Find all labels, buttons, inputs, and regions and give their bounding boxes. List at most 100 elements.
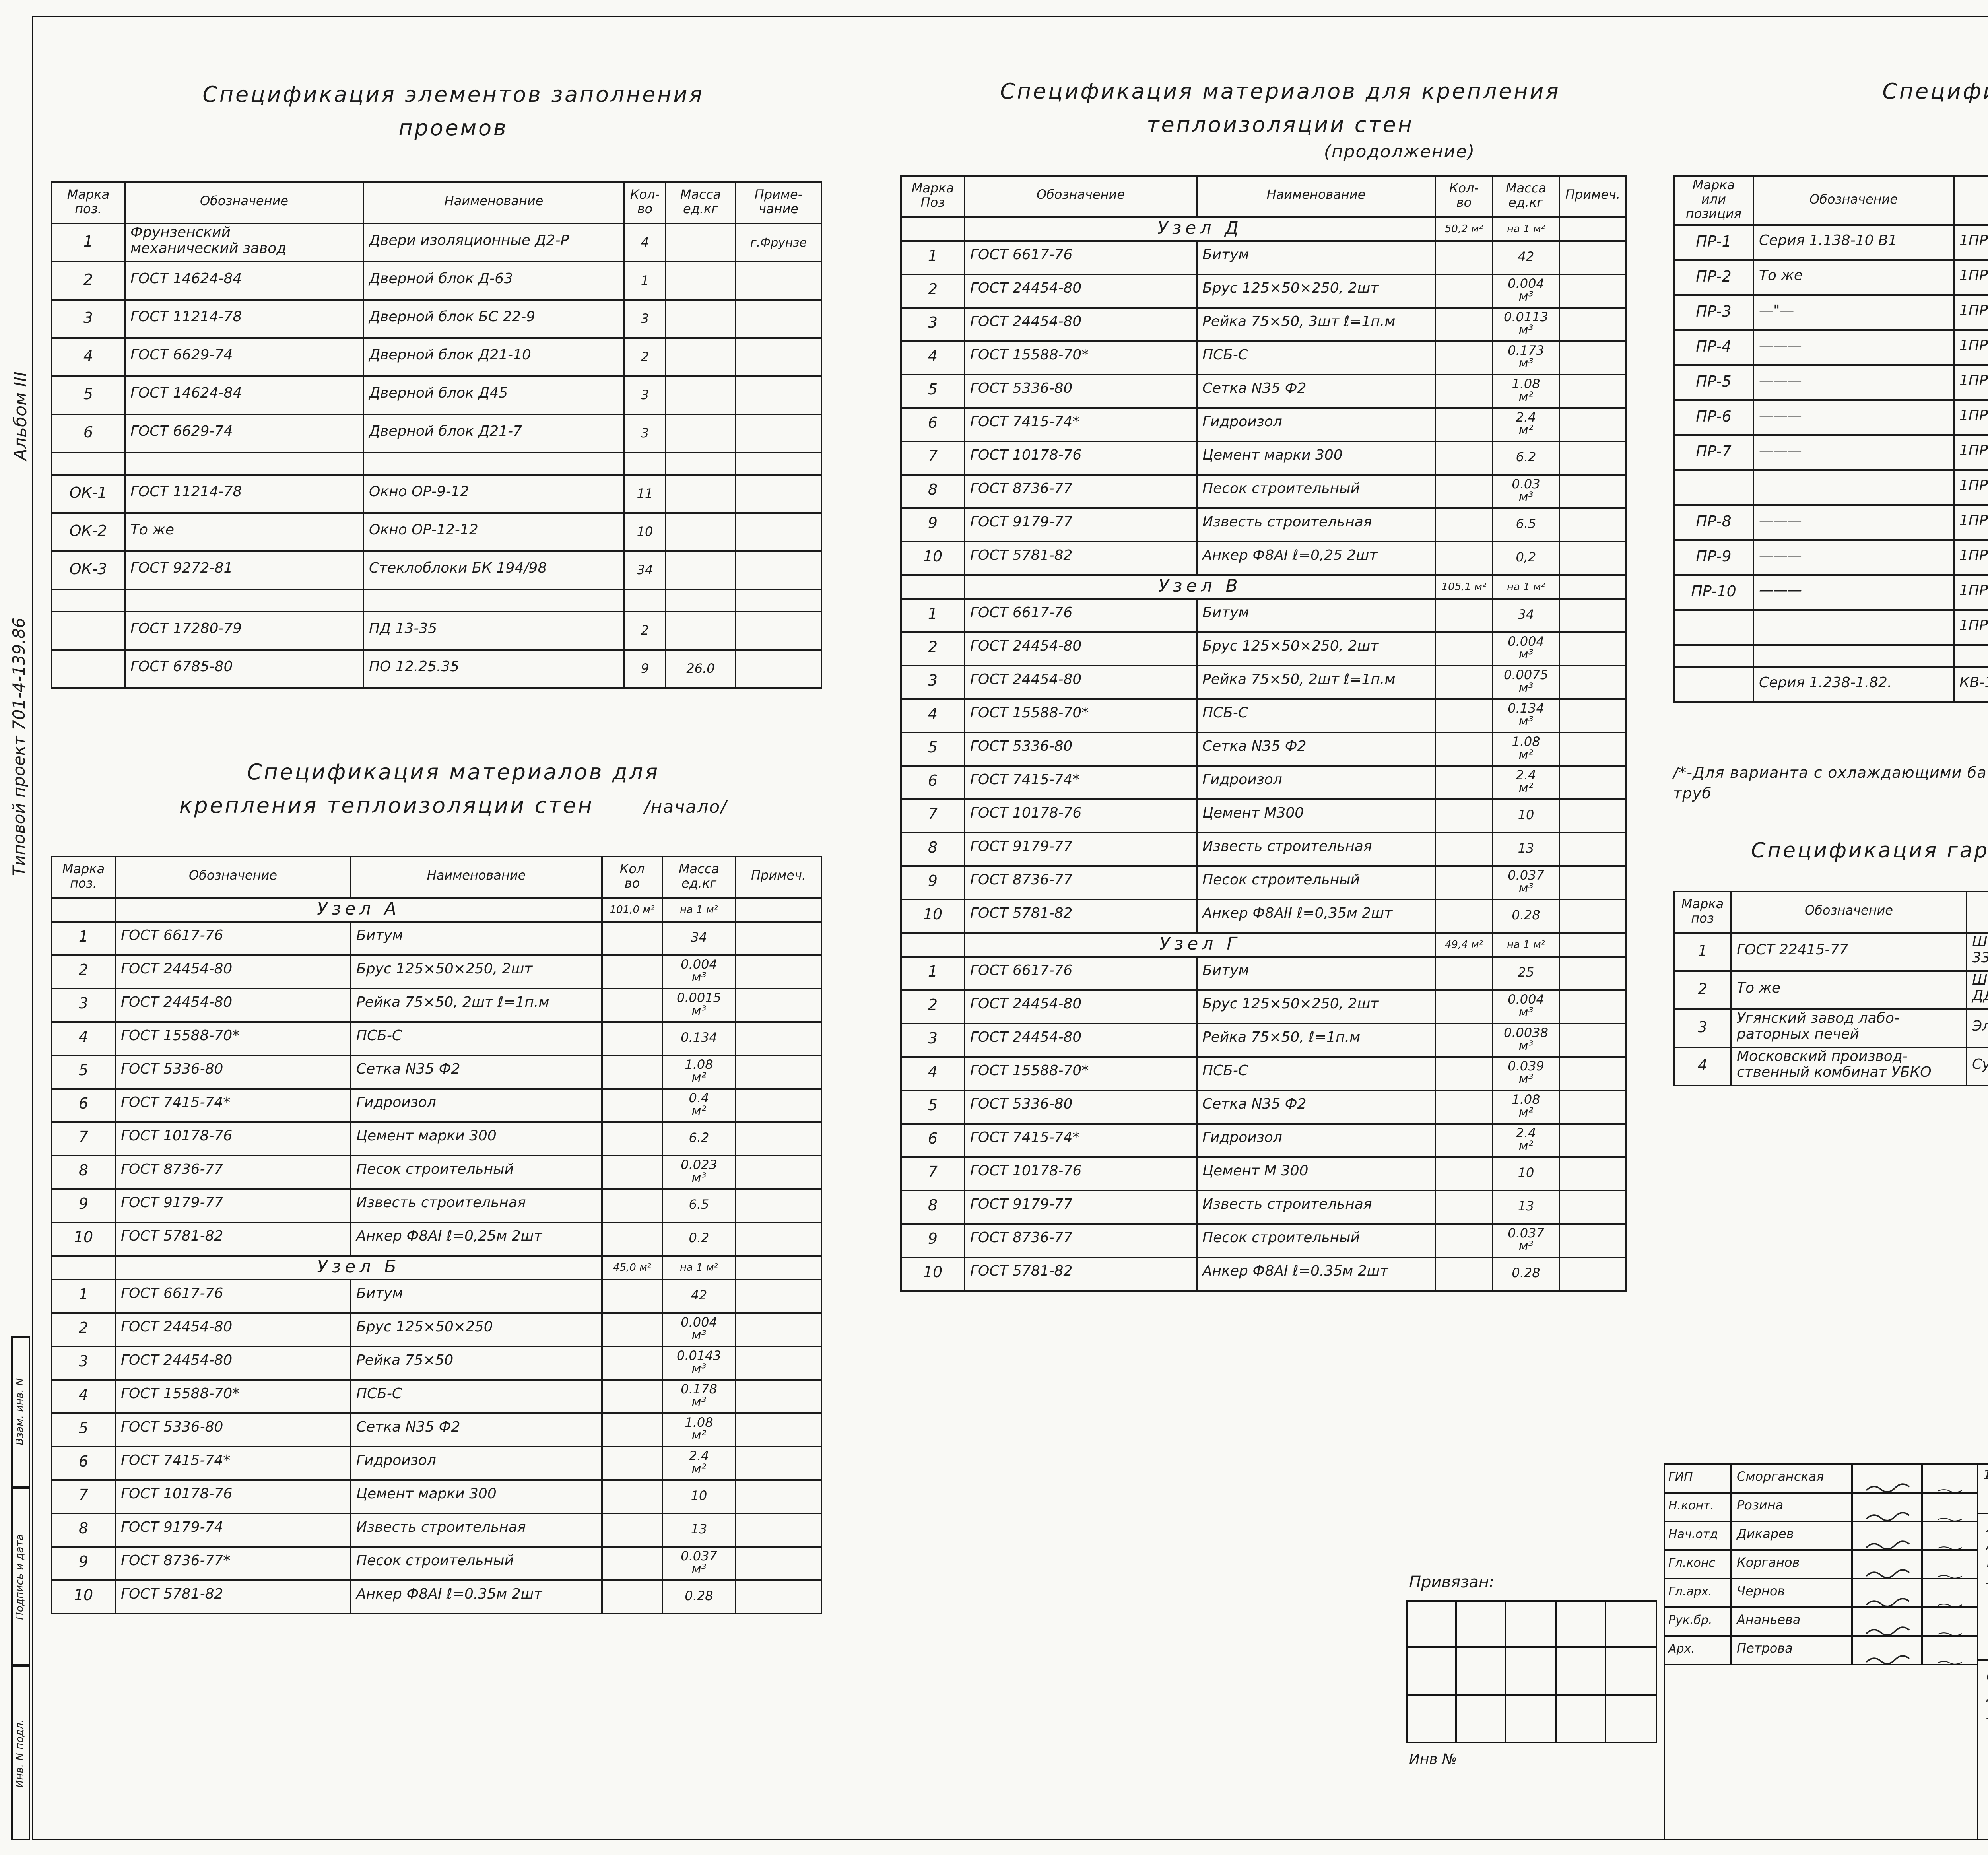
table-cell: Шкаф деревянный ДД 33.2: [1966, 932, 1988, 972]
table-cell: 4: [51, 1021, 116, 1056]
section-row: Узел Г 49,4 м² на 1 м²: [900, 932, 1627, 958]
table-row: 6 ГОСТ 7415-74* Гидроизол 2.4 м²: [900, 1123, 1627, 1158]
table-cell: 13: [662, 1513, 736, 1548]
table-cell: [735, 1479, 822, 1514]
table-cell: [601, 1379, 663, 1414]
table-cell: Дверной блок Д21-10: [363, 337, 625, 377]
table-cell: ГОСТ 6617-76: [115, 1279, 351, 1314]
table-cell: 13: [1492, 1190, 1560, 1225]
table-cell: 1: [900, 240, 965, 275]
table-cell: 0.004 м³: [1492, 274, 1560, 309]
table-cell: 10: [623, 512, 666, 552]
table-cell: [601, 1312, 663, 1347]
table-row: 2 ГОСТ 24454-80 Брус 125×50×250, 2шт 0.004 …: [900, 631, 1627, 666]
title-block-staff: ГИП Сморганская Н.конт. Розина Нач.отд Д…: [1665, 1465, 1978, 1839]
table-cell: Гидроизол: [350, 1446, 603, 1481]
table-cell: 1.08 м²: [1492, 1090, 1560, 1125]
table-cell: [1753, 645, 1955, 669]
table-cell: ГОСТ 24454-80: [115, 1346, 351, 1381]
table-cell: 6: [51, 1088, 116, 1123]
signature-scribble: [1853, 1637, 1923, 1664]
margin-box-vzam: [11, 1336, 30, 1487]
signature-date: [1923, 1608, 1977, 1635]
table-cell: Рейка 75×50, 3шт ℓ=1п.м: [1196, 307, 1436, 342]
table-cell: 4: [900, 698, 965, 733]
table-cell: ГОСТ 14624-84: [124, 375, 364, 415]
signature-date: [1923, 1637, 1977, 1664]
table-cell: на 1 м²: [662, 897, 736, 923]
titleblock-mid: Холодильник емкостью 400т /с вариантом о…: [1978, 1514, 1988, 1839]
table-cell: [601, 1121, 663, 1156]
table-cell: [735, 550, 822, 590]
table-cell: [51, 649, 126, 689]
table-cell: [900, 574, 965, 600]
column-header: Обозначение: [1730, 891, 1967, 934]
table-cell: 1: [900, 598, 965, 633]
table-cell: [1559, 1090, 1627, 1125]
table-cell: 0.037 м³: [1492, 865, 1560, 900]
table-row: 4 ГОСТ 15588-70* ПСБ-С 0.134 м³: [900, 698, 1627, 733]
table-cell: ГОСТ 17280-79: [124, 611, 364, 651]
header-row: Марка Поз Обозначение Наименование Кол- во М…: [900, 175, 1627, 218]
table-cell: 0.173 м³: [1492, 340, 1560, 375]
table-cell: [623, 452, 666, 476]
table-cell: ГОСТ 6785-80: [124, 649, 364, 689]
table-cell: [665, 375, 736, 415]
table-cell: Известь строительная: [1196, 1190, 1436, 1225]
table-cell: [1435, 474, 1493, 509]
table-cell: [900, 216, 965, 242]
table-cell: Московский производ- ственный комбинат У…: [1730, 1047, 1967, 1086]
table-cell: 0,2: [1492, 541, 1560, 576]
table-row: 2То жеШкаф деревянный ДД33.23со скамьей: [1673, 970, 1988, 1010]
table-cell: [1435, 665, 1493, 700]
table-cell: ГОСТ 6629-74: [124, 337, 364, 377]
section-row: Узел Б 45,0 м² на 1 м²: [51, 1255, 822, 1280]
table-cell: 11: [623, 474, 666, 514]
spec-insulation-start-title: Спецификация материалов для крепления те…: [95, 757, 811, 824]
table-row: 4 Московский производ- ственный комбинат …: [1673, 1047, 1988, 1086]
signature-scribble: [1853, 1522, 1923, 1549]
title-note: /начало/: [644, 796, 728, 818]
column-header: Наименование: [1196, 175, 1436, 218]
table-cell: [601, 1279, 663, 1314]
table-row: 6 ГОСТ 7415-74* Гидроизол 2.4 м²: [900, 765, 1627, 800]
column-header: Наименование: [1953, 175, 1988, 227]
table-cell: Рейка 75×50: [350, 1346, 603, 1381]
table-cell: 3: [51, 299, 126, 339]
signature-scribble: [1853, 1551, 1923, 1578]
table-row: 4 ГОСТ 15588-70* ПСБ-С 0.178 м³: [51, 1379, 822, 1414]
staff-role: Гл.арх.: [1665, 1579, 1732, 1606]
signature-scribble: [1853, 1465, 1923, 1492]
table-cell: 2.4 м²: [1492, 407, 1560, 442]
table-cell: ГОСТ 5781-82: [964, 541, 1198, 576]
table-cell: 10: [900, 1257, 965, 1292]
table-cell: 0.0038 м³: [1492, 1023, 1560, 1058]
title-line: козырьков: [1734, 110, 1988, 143]
table-cell: Песок строительный: [350, 1155, 603, 1190]
table-cell: 5: [900, 1090, 965, 1125]
table-cell: [1559, 1156, 1627, 1191]
table-cell: ГОСТ 24454-80: [115, 954, 351, 989]
table-cell: Сетка N35 Ф2: [350, 1055, 603, 1090]
table-cell: ПР-8: [1673, 505, 1754, 542]
table-cell: [1559, 240, 1627, 275]
table-cell: [665, 452, 736, 476]
table-cell: ГОСТ 15588-70*: [115, 1379, 351, 1414]
table-cell: Серия 1.138-10 В1: [1753, 225, 1955, 262]
table-cell: [601, 1055, 663, 1090]
table-cell: ГОСТ 5781-82: [115, 1222, 351, 1257]
table-cell: [51, 1255, 116, 1280]
table-cell: [1559, 1257, 1627, 1292]
staff-name: Корганов: [1732, 1551, 1853, 1578]
table-cell: ГОСТ 15588-70*: [115, 1021, 351, 1056]
table-cell: ГОСТ 6617-76: [964, 598, 1198, 633]
table-row: 7 ГОСТ 10178-76 Цемент марки 300 6.2: [51, 1121, 822, 1156]
table-cell: [1435, 798, 1493, 833]
margin-box-inv: [11, 1665, 30, 1840]
table-cell: [1435, 407, 1493, 442]
column-header: Обозначение: [115, 856, 351, 899]
table-cell: [601, 1155, 663, 1190]
staff-name: Розина: [1732, 1494, 1853, 1521]
table-cell: 3: [900, 665, 965, 700]
title-line: крепления теплоизоляции стен /начало/: [95, 791, 811, 824]
